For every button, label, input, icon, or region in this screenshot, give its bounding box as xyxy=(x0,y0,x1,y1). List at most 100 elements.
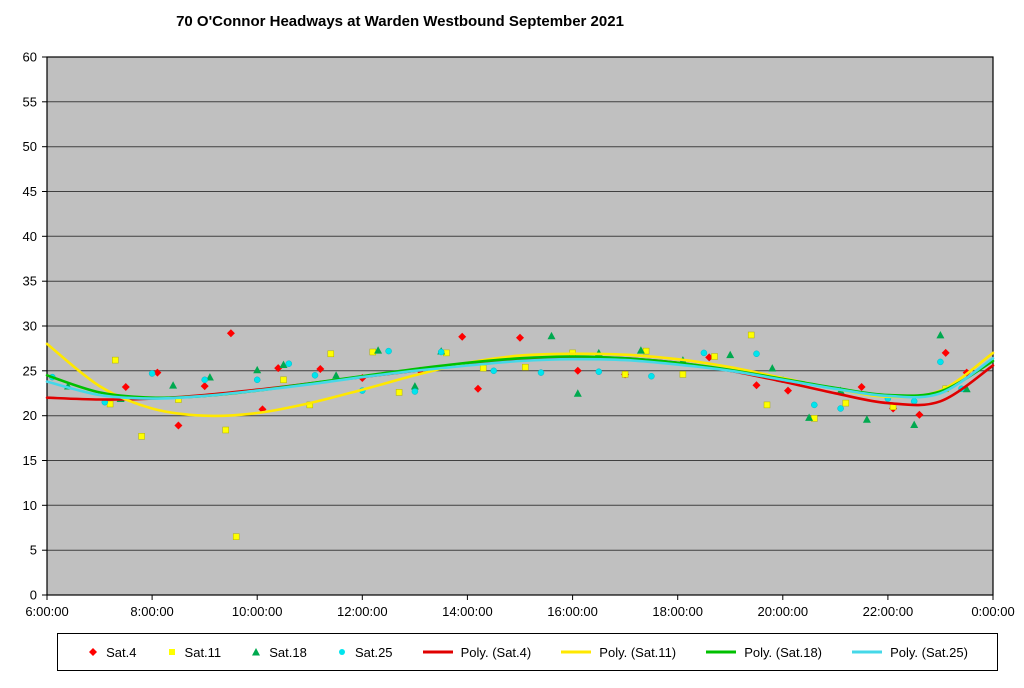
datapoint-sat-18 xyxy=(726,350,735,359)
datapoint-sat-4 xyxy=(474,384,482,393)
legend-line-icon xyxy=(422,650,453,654)
datapoint-sat-4 xyxy=(784,386,792,395)
datapoint-sat-18 xyxy=(547,331,556,340)
legend-label: Sat.18 xyxy=(269,644,307,660)
legend-item-sat-25: Sat.25 xyxy=(336,645,393,660)
y-tick-label: 50 xyxy=(23,139,37,154)
legend-line-icon xyxy=(561,650,592,654)
datapoint-sat-11 xyxy=(327,350,335,358)
datapoint-sat-11 xyxy=(679,371,687,378)
y-tick-label: 25 xyxy=(23,363,37,378)
legend-item-sat-18: Sat.18 xyxy=(250,645,307,660)
datapoint-sat-4 xyxy=(121,383,130,391)
legend-item-poly-sat-11: Poly. (Sat.11) xyxy=(560,645,676,660)
datapoint-sat-4 xyxy=(316,365,325,373)
legend-label: Poly. (Sat.18) xyxy=(744,644,823,660)
legend-label: Poly. (Sat.25) xyxy=(890,644,968,660)
datapoint-sat-25 xyxy=(537,369,545,376)
datapoint-sat-11 xyxy=(747,331,755,339)
plot-border xyxy=(46,56,994,596)
legend-square-icon xyxy=(168,649,175,655)
legend-item-poly-sat-25: Poly. (Sat.25) xyxy=(851,645,968,660)
y-tick-label: 45 xyxy=(23,184,37,199)
datapoint-sat-11 xyxy=(763,401,771,409)
datapoint-sat-11 xyxy=(711,353,718,360)
datapoint-sat-11 xyxy=(232,533,240,540)
datapoint-sat-25 xyxy=(148,370,156,377)
y-tick-label: 35 xyxy=(23,274,37,289)
datapoint-sat-11 xyxy=(112,356,119,364)
datapoint-sat-25 xyxy=(937,358,944,366)
datapoint-sat-18 xyxy=(205,373,214,381)
datapoint-sat-25 xyxy=(201,376,208,384)
legend-label: Sat.11 xyxy=(184,644,222,660)
legend-item-poly-sat-4: Poly. (Sat.4) xyxy=(422,645,531,660)
datapoint-sat-25 xyxy=(753,350,760,358)
x-tick-label: 16:00:00 xyxy=(547,604,598,619)
x-tick-label: 22:00:00 xyxy=(863,604,914,619)
datapoint-sat-4 xyxy=(705,353,714,362)
datapoint-sat-18 xyxy=(910,420,919,428)
datapoint-sat-25 xyxy=(385,347,392,355)
legend-line-icon xyxy=(706,650,737,654)
legend-label: Sat.4 xyxy=(106,644,137,660)
legend-line-icon xyxy=(852,650,883,654)
y-tick-label: 5 xyxy=(30,543,37,558)
datapoint-sat-4 xyxy=(226,329,235,338)
datapoint-sat-4 xyxy=(274,364,283,373)
y-tick-label: 0 xyxy=(30,588,37,603)
datapoint-sat-18 xyxy=(962,384,971,393)
datapoint-sat-11 xyxy=(222,426,229,434)
legend-item-sat-4: Sat.4 xyxy=(87,645,136,660)
legend-item-poly-sat-18: Poly. (Sat.18) xyxy=(705,645,822,660)
datapoint-sat-4 xyxy=(941,348,950,357)
x-tick-label: 18:00:00 xyxy=(652,604,703,619)
legend-label: Poly. (Sat.11) xyxy=(599,644,677,660)
legend-label: Sat.25 xyxy=(354,644,393,660)
datapoint-sat-25 xyxy=(285,360,293,367)
datapoint-sat-25 xyxy=(595,368,603,375)
x-tick-label: 0:00:00 xyxy=(971,604,1014,619)
datapoint-sat-4 xyxy=(857,383,866,391)
datapoint-sat-25 xyxy=(910,398,918,405)
datapoint-sat-18 xyxy=(410,382,419,390)
datapoint-sat-4 xyxy=(200,382,209,391)
datapoint-sat-18 xyxy=(936,331,945,339)
datapoint-sat-18 xyxy=(636,346,645,354)
datapoint-sat-11 xyxy=(369,348,377,356)
legend-triangle-icon xyxy=(252,648,261,656)
x-tick-label: 12:00:00 xyxy=(337,604,388,619)
x-tick-label: 8:00:00 xyxy=(130,604,173,619)
y-tick-label: 20 xyxy=(23,408,37,423)
datapoint-sat-18 xyxy=(768,364,777,372)
datapoint-sat-18 xyxy=(374,346,383,354)
x-tick-label: 20:00:00 xyxy=(757,604,808,619)
y-tick-label: 30 xyxy=(23,319,37,334)
datapoint-sat-25 xyxy=(700,349,708,357)
y-tick-label: 60 xyxy=(23,50,37,65)
legend-circle-icon xyxy=(338,649,345,655)
datapoint-sat-25 xyxy=(811,401,818,409)
datapoint-sat-18 xyxy=(279,360,288,368)
y-tick-label: 15 xyxy=(23,453,37,468)
datapoint-sat-11 xyxy=(138,433,145,440)
datapoint-sat-11 xyxy=(842,399,850,407)
legend-diamond-icon xyxy=(89,648,98,656)
datapoint-sat-11 xyxy=(522,363,529,371)
y-tick-label: 10 xyxy=(23,498,37,513)
datapoint-sat-18 xyxy=(253,365,262,374)
datapoint-sat-25 xyxy=(837,405,844,412)
datapoint-sat-25 xyxy=(253,376,261,384)
x-tick-label: 10:00:00 xyxy=(232,604,283,619)
datapoint-sat-25 xyxy=(411,388,419,395)
datapoint-sat-4 xyxy=(458,332,467,341)
datapoint-sat-18 xyxy=(862,415,871,423)
datapoint-sat-25 xyxy=(648,372,655,380)
datapoint-sat-18 xyxy=(169,381,178,389)
datapoint-sat-18 xyxy=(805,413,814,421)
datapoint-sat-4 xyxy=(752,381,761,390)
datapoint-sat-18 xyxy=(332,371,341,379)
legend-item-sat-11: Sat.11 xyxy=(166,644,222,660)
x-tick-label: 6:00:00 xyxy=(25,604,68,619)
